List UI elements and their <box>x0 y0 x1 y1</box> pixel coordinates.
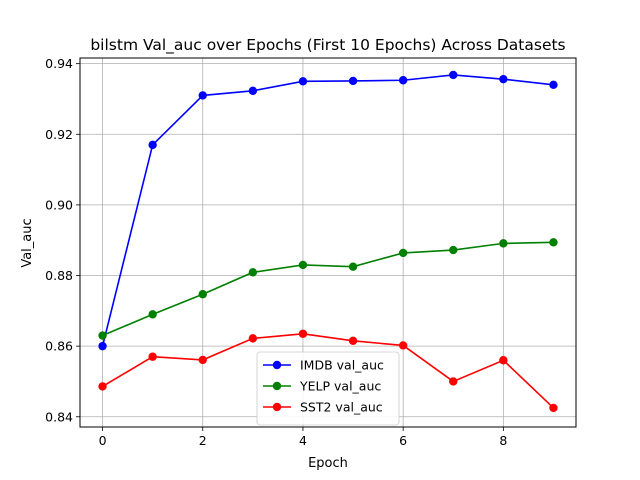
data-point <box>449 70 458 80</box>
data-point <box>248 86 258 96</box>
data-point <box>449 245 458 255</box>
data-point <box>549 80 558 90</box>
series-line <box>102 332 555 409</box>
legend-marker <box>272 402 282 412</box>
legend-label: YELP val_auc <box>299 379 381 394</box>
x-tick-label: 2 <box>199 433 207 448</box>
legend-marker <box>272 360 282 370</box>
data-point <box>499 74 508 84</box>
series-line <box>101 74 554 347</box>
data-point <box>348 262 358 271</box>
data-point <box>298 329 308 338</box>
legend: IMDB val_auc YELP val_auc SST2 val_auc <box>256 351 400 426</box>
data-point <box>98 341 107 351</box>
data-point <box>449 377 458 386</box>
y-tick-label: 0.90 <box>45 197 73 212</box>
x-axis-title: Epoch <box>308 456 348 471</box>
y-tick-label: 0.86 <box>45 339 73 354</box>
data-point <box>398 341 408 350</box>
legend-label: SST2 val_auc <box>300 400 383 415</box>
y-axis-title: Val_auc <box>20 218 35 267</box>
data-point <box>348 336 358 346</box>
data-point <box>148 352 157 361</box>
data-point <box>549 403 558 413</box>
data-point <box>398 248 408 258</box>
series-sst2 <box>98 329 558 413</box>
data-point <box>98 331 107 340</box>
legend-item: IMDB val_auc <box>263 358 384 373</box>
data-point <box>398 76 408 85</box>
chart-title: bilstm Val_auc over Epochs (First 10 Epo… <box>90 36 565 55</box>
data-point <box>198 91 207 100</box>
data-point <box>98 382 107 391</box>
data-point <box>148 140 157 150</box>
series-yelp <box>98 238 558 340</box>
data-point <box>298 260 308 270</box>
legend-box <box>256 351 400 426</box>
axis-ticks: 0 2 4 6 8 0.84 0.86 0.88 0.90 0.92 0.94 <box>45 56 507 448</box>
data-point <box>348 76 358 86</box>
data-point <box>549 238 558 247</box>
data-point <box>499 239 508 248</box>
x-tick-label: 6 <box>399 433 407 448</box>
data-point <box>198 290 207 299</box>
y-tick-label: 0.92 <box>45 127 73 142</box>
x-tick-label: 0 <box>99 433 107 448</box>
series-layer <box>98 70 558 413</box>
data-point <box>298 77 308 86</box>
legend-item: YELP val_auc <box>263 379 381 394</box>
data-point <box>499 356 508 365</box>
legend-label: IMDB val_auc <box>300 358 384 373</box>
data-point <box>248 334 258 343</box>
data-point <box>148 310 157 319</box>
legend-item: SST2 val_auc <box>263 400 383 415</box>
y-tick-label: 0.88 <box>45 268 73 283</box>
series-line <box>102 241 554 337</box>
series-imdb <box>98 70 558 351</box>
data-point <box>198 355 207 365</box>
plot-frame <box>79 57 577 428</box>
y-tick-label: 0.84 <box>45 409 73 424</box>
y-tick-label: 0.94 <box>45 56 73 71</box>
data-point <box>248 268 258 277</box>
x-tick-label: 4 <box>299 433 307 448</box>
x-tick-label: 8 <box>499 433 507 448</box>
legend-marker <box>272 381 282 391</box>
